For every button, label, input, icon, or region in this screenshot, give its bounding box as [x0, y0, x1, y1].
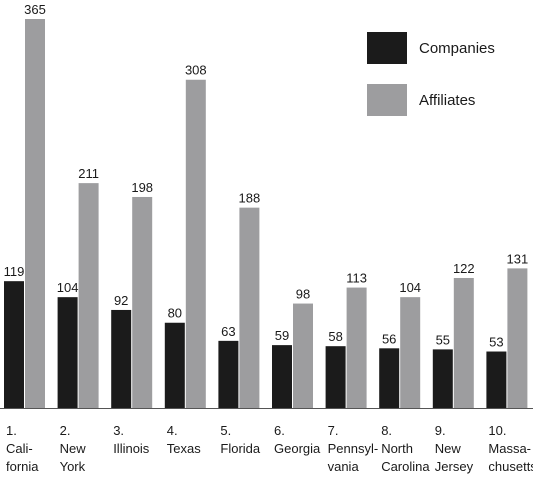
affiliates-value-label-5: 188 — [239, 191, 261, 206]
affiliates-value-label-4: 308 — [185, 63, 207, 78]
category-label-line: 5. — [220, 423, 231, 438]
category-label-line: 8. — [381, 423, 392, 438]
category-label-line: vania — [328, 459, 360, 474]
category-label-line: 3. — [113, 423, 124, 438]
companies-bar-8 — [379, 348, 400, 408]
bars-layer — [4, 19, 528, 408]
category-label-line: Florida — [220, 441, 261, 456]
value-labels-layer: 119 365 104 211 92 198 80 308 63 188 59 98 58 113 56 10… — [4, 2, 529, 350]
companies-bar-2 — [57, 297, 78, 408]
legend: Companies Affiliates — [367, 32, 495, 116]
affiliates-bar-5 — [239, 207, 260, 408]
legend-label-companies: Companies — [419, 40, 495, 57]
category-label-line: New — [435, 441, 462, 456]
companies-value-label-8: 56 — [382, 331, 396, 346]
affiliates-bar-4 — [185, 79, 206, 408]
category-label-7: 7. Pennsyl-vania — [328, 423, 379, 474]
companies-value-label-4: 80 — [168, 306, 182, 321]
companies-bar-5 — [218, 340, 239, 408]
category-label-line: 4. — [167, 423, 178, 438]
affiliates-bar-8 — [400, 297, 421, 408]
affiliates-bar-7 — [346, 287, 367, 408]
companies-value-label-10: 53 — [489, 335, 503, 350]
affiliates-value-label-9: 122 — [453, 261, 475, 276]
affiliates-value-label-8: 104 — [399, 280, 421, 295]
category-label-line: Cali- — [6, 441, 33, 456]
category-label-line: 2. — [60, 423, 71, 438]
companies-value-label-1: 119 — [4, 264, 25, 279]
category-label-line: Massa- — [488, 441, 531, 456]
category-label-4: 4. Texas — [167, 423, 201, 456]
category-label-line: Jersey — [435, 459, 474, 474]
companies-value-label-7: 58 — [328, 329, 342, 344]
category-label-line: York — [60, 459, 86, 474]
companies-value-label-2: 104 — [57, 280, 79, 295]
category-label-8: 8. North Carolina — [381, 423, 430, 474]
companies-bar-4 — [164, 322, 185, 408]
legend-label-affiliates: Affiliates — [419, 92, 475, 109]
category-label-line: 6. — [274, 423, 285, 438]
affiliates-bar-9 — [453, 277, 474, 408]
companies-value-label-6: 59 — [275, 328, 289, 343]
legend-swatch-affiliates — [367, 84, 407, 116]
companies-value-label-9: 55 — [436, 332, 450, 347]
category-label-3: 3. Illinois — [113, 423, 150, 456]
category-label-line: Illinois — [113, 441, 150, 456]
category-label-line: 9. — [435, 423, 446, 438]
affiliates-bar-6 — [293, 303, 313, 408]
category-label-line: Carolina — [381, 459, 430, 474]
category-label-line: Georgia — [274, 441, 321, 456]
companies-bar-9 — [432, 349, 453, 408]
affiliates-value-label-2: 211 — [78, 166, 99, 181]
companies-value-label-3: 92 — [114, 293, 128, 308]
affiliates-bar-1 — [25, 19, 45, 408]
category-label-5: 5. Florida — [220, 423, 261, 456]
category-label-line: fornia — [6, 459, 39, 474]
affiliates-value-label-7: 113 — [346, 271, 367, 286]
category-label-1: 1. Cali-fornia — [6, 423, 39, 474]
category-label-2: 2. New York — [60, 423, 87, 474]
companies-bar-1 — [4, 281, 24, 408]
category-label-line: 7. — [328, 423, 339, 438]
legend-swatch-companies — [367, 32, 407, 64]
companies-value-label-5: 63 — [221, 324, 235, 339]
category-label-line: Texas — [167, 441, 201, 456]
category-label-line: 10. — [488, 423, 506, 438]
affiliates-value-label-3: 198 — [131, 180, 153, 195]
category-label-9: 9. New Jersey — [435, 423, 474, 474]
category-label-line: chusetts — [488, 459, 533, 474]
affiliates-bar-3 — [132, 196, 153, 408]
companies-bar-10 — [486, 351, 507, 408]
companies-bar-7 — [325, 346, 346, 408]
companies-bar-6 — [272, 345, 292, 408]
category-label-line: New — [60, 441, 87, 456]
category-label-line: 1. — [6, 423, 17, 438]
category-label-line: Pennsyl- — [328, 441, 379, 456]
category-labels-layer: 1. Cali-fornia 2. New York 3. Illinois 4. Texas 5… — [6, 423, 533, 474]
affiliates-value-label-6: 98 — [296, 287, 310, 302]
affiliates-bar-10 — [507, 268, 528, 408]
affiliates-value-label-10: 131 — [507, 251, 529, 266]
companies-bar-3 — [111, 309, 132, 408]
affiliates-value-label-1: 365 — [24, 2, 46, 17]
category-label-6: 6. Georgia — [274, 423, 321, 456]
category-label-10: 10. Massa-chusetts — [488, 423, 533, 474]
affiliates-bar-2 — [78, 183, 99, 408]
category-label-line: North — [381, 441, 413, 456]
